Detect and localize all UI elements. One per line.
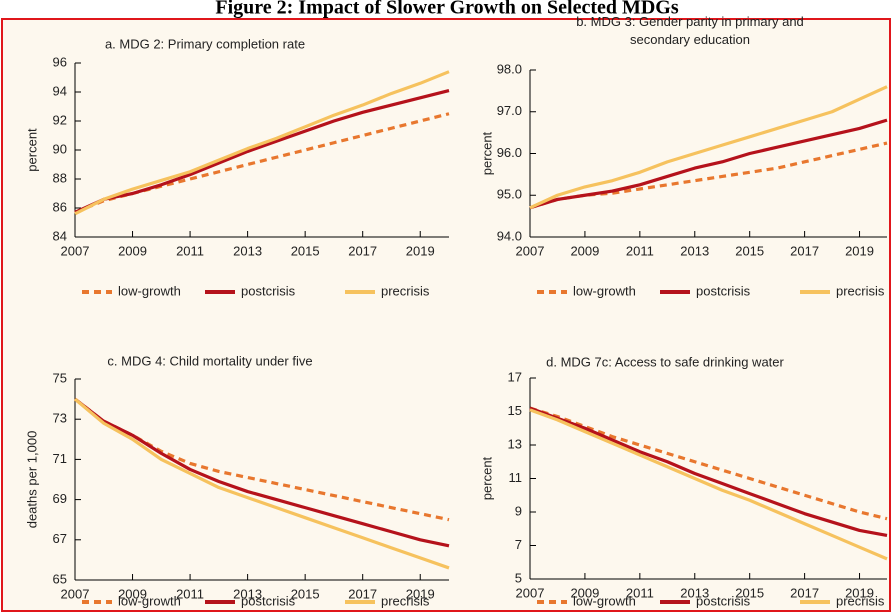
- y-tick-label: 86: [53, 199, 67, 214]
- y-tick-label: 15: [508, 403, 522, 418]
- legend-label: precrisis: [381, 593, 430, 608]
- y-tick-label: 98.0: [497, 61, 522, 76]
- y-tick-label: 13: [508, 436, 522, 451]
- figure-frame: [1, 18, 891, 612]
- y-tick-label: 88: [53, 170, 67, 185]
- x-tick-label: 2017: [348, 243, 377, 258]
- x-tick-label: 2011: [176, 243, 204, 258]
- x-tick-label: 2015: [735, 585, 764, 600]
- y-tick-label: 67: [53, 531, 67, 546]
- series-line: [74, 88, 450, 214]
- y-tick-label: 97.0: [497, 103, 522, 118]
- panel-title: a. MDG 2: Primary completion rate: [105, 36, 305, 51]
- series-line: [529, 85, 888, 210]
- series-line: [74, 70, 450, 216]
- x-tick-label: 2017: [348, 586, 377, 601]
- legend-label: precrisis: [381, 283, 430, 298]
- series-line: [529, 408, 888, 561]
- x-tick-label: 2019: [845, 243, 874, 258]
- x-tick-label: 2015: [291, 243, 320, 258]
- legend-label: low-growth: [118, 593, 181, 608]
- y-axis-label: deaths per 1,000: [24, 431, 39, 529]
- y-axis-label: percent: [479, 131, 494, 175]
- y-tick-label: 7: [515, 537, 522, 552]
- x-tick-label: 2019: [406, 586, 435, 601]
- x-tick-label: 2011: [626, 585, 654, 600]
- y-tick-label: 94.0: [497, 228, 522, 243]
- x-tick-label: 2017: [790, 243, 819, 258]
- y-tick-label: 11: [509, 470, 523, 485]
- panel-title: b. MDG 3: Gender parity in primary and s…: [576, 14, 804, 47]
- panel-title: d. MDG 7c: Access to safe drinking water: [546, 354, 784, 369]
- y-tick-label: 94: [53, 83, 67, 98]
- y-tick-label: 17: [508, 369, 522, 384]
- y-tick-label: 84: [53, 228, 67, 243]
- legend-label: low-growth: [573, 593, 636, 608]
- panel-title: c. MDG 4: Child mortality under five: [107, 353, 312, 368]
- x-tick-label: 2007: [61, 586, 90, 601]
- x-tick-label: 2009: [118, 243, 147, 258]
- x-tick-label: 2013: [680, 243, 709, 258]
- y-axis-label: percent: [24, 128, 39, 172]
- y-axis-label: percent: [479, 456, 494, 500]
- x-tick-label: 2011: [626, 243, 654, 258]
- legend-label: precrisis: [836, 283, 885, 298]
- y-tick-label: 73: [53, 411, 67, 426]
- legend-label: postcrisis: [696, 283, 751, 298]
- y-tick-label: 75: [53, 370, 67, 385]
- series-line: [73, 397, 450, 570]
- x-tick-label: 2009: [570, 243, 599, 258]
- x-tick-label: 2015: [735, 243, 764, 258]
- x-tick-label: 2019: [845, 585, 874, 600]
- y-tick-label: 90: [53, 141, 67, 156]
- x-tick-label: 2007: [516, 585, 545, 600]
- legend-label: low-growth: [573, 283, 636, 298]
- legend-label: postcrisis: [696, 593, 751, 608]
- x-tick-label: 2007: [61, 243, 90, 258]
- x-tick-label: 2009: [570, 585, 599, 600]
- x-tick-label: 2017: [790, 585, 819, 600]
- legend-label: precrisis: [836, 593, 885, 608]
- series-line: [529, 406, 888, 538]
- y-tick-label: 9: [515, 503, 522, 518]
- x-tick-label: 2013: [233, 586, 262, 601]
- series-line: [529, 406, 888, 521]
- y-tick-label: 95.0: [497, 187, 522, 202]
- x-tick-label: 2009: [118, 586, 147, 601]
- legend-label: low-growth: [118, 283, 181, 298]
- y-tick-label: 96: [53, 54, 67, 69]
- y-tick-label: 69: [53, 491, 67, 506]
- x-tick-label: 2011: [176, 586, 204, 601]
- y-tick-label: 5: [515, 570, 522, 585]
- x-tick-label: 2015: [291, 586, 320, 601]
- y-tick-label: 92: [53, 112, 67, 127]
- series-line: [74, 397, 450, 548]
- legend-label: postcrisis: [241, 593, 296, 608]
- x-tick-label: 2007: [516, 243, 545, 258]
- series-line: [529, 118, 888, 210]
- y-tick-label: 65: [53, 571, 67, 586]
- y-tick-label: 71: [53, 451, 67, 466]
- x-tick-label: 2019: [406, 243, 435, 258]
- x-tick-label: 2013: [233, 243, 262, 258]
- x-tick-label: 2013: [680, 585, 709, 600]
- y-tick-label: 96.0: [497, 145, 522, 160]
- figure-title: Figure 2: Impact of Slower Growth on Sel…: [215, 0, 678, 19]
- legend-label: postcrisis: [241, 283, 296, 298]
